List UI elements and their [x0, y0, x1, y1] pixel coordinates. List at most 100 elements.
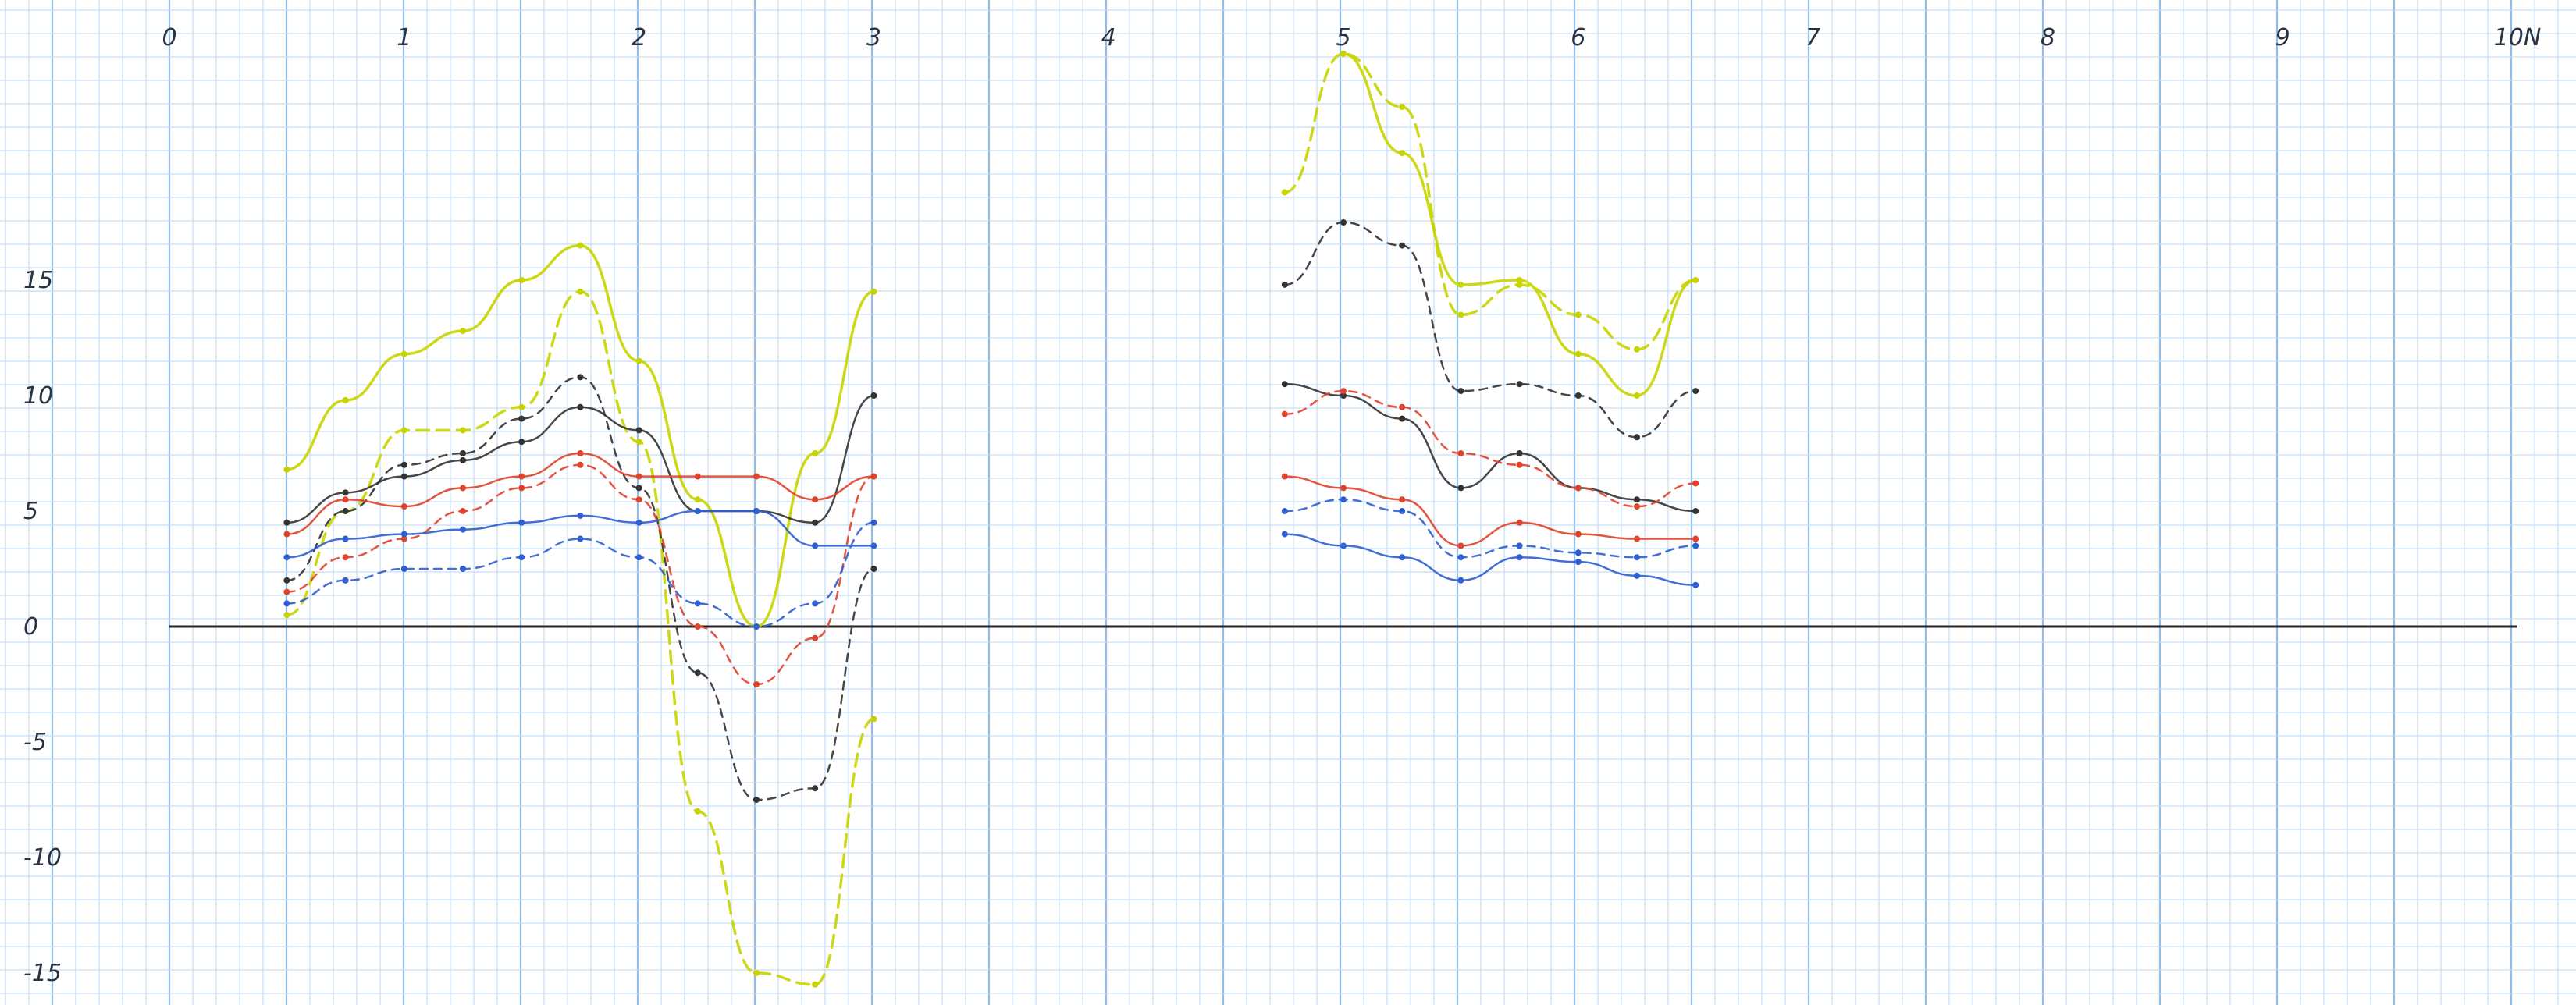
- data-point: [1340, 392, 1347, 399]
- data-point: [1457, 554, 1464, 561]
- data-point: [812, 634, 819, 641]
- data-point: [812, 785, 819, 792]
- data-point: [1457, 281, 1464, 288]
- data-point: [870, 519, 877, 526]
- data-point: [1516, 519, 1523, 526]
- data-point: [1692, 480, 1699, 487]
- data-point: [460, 485, 466, 492]
- data-point: [1692, 581, 1699, 588]
- data-point: [1574, 559, 1582, 566]
- data-point: [635, 519, 642, 526]
- data-point: [812, 450, 819, 456]
- y-tick-labels: 15 10 5 0 -5 -10 -15: [23, 267, 62, 987]
- data-point: [812, 496, 819, 503]
- data-point: [1574, 392, 1582, 399]
- data-point: [1692, 535, 1699, 542]
- series-5-red-dashed: [283, 461, 877, 687]
- data-point: [753, 797, 760, 803]
- data-point: [342, 577, 349, 584]
- data-point: [342, 396, 349, 403]
- x-tick-labels: 0 1 2 3 4 5 6 7 8 9 10N: [162, 24, 2541, 51]
- series-line: [1283, 52, 1697, 351]
- data-point: [694, 508, 701, 514]
- data-point: [400, 503, 407, 510]
- data-point: [342, 535, 349, 542]
- data-point: [753, 623, 760, 630]
- data-point: [460, 508, 466, 514]
- data-point: [694, 669, 701, 677]
- data-point: [694, 496, 701, 503]
- data-point: [812, 519, 819, 526]
- series-line: [1283, 382, 1697, 513]
- series-9-yellow-dashed: [1281, 50, 1699, 353]
- data-point: [518, 554, 525, 561]
- data-point: [1634, 392, 1640, 399]
- data-point: [1634, 535, 1640, 542]
- y-tick-label: 0: [23, 613, 38, 641]
- data-point: [694, 473, 701, 480]
- data-point: [283, 588, 290, 595]
- data-point: [635, 496, 642, 503]
- data-point: [635, 439, 642, 446]
- data-point: [870, 392, 877, 399]
- data-point: [577, 461, 584, 468]
- series-11-black-dashed: [1281, 219, 1699, 441]
- data-point: [1340, 485, 1347, 492]
- data-point: [400, 531, 407, 538]
- series-15-blue-dashed: [1281, 496, 1699, 561]
- x-tick-label: 10N: [2494, 24, 2542, 51]
- data-point: [694, 623, 701, 630]
- y-tick-label: 15: [23, 267, 53, 294]
- series-14-blue-solid: [1281, 531, 1699, 588]
- data-point: [1399, 496, 1406, 503]
- data-point: [1457, 577, 1464, 584]
- data-point: [400, 461, 407, 468]
- data-point: [283, 612, 290, 619]
- data-point: [400, 566, 407, 572]
- data-point: [400, 535, 407, 542]
- data-point: [460, 328, 466, 335]
- data-point: [1516, 461, 1523, 468]
- data-point: [1399, 415, 1406, 422]
- data-point: [577, 288, 584, 295]
- series-line: [286, 394, 875, 524]
- series-12-red-solid: [1281, 473, 1699, 549]
- data-point: [1457, 388, 1464, 395]
- series-line: [1283, 389, 1697, 508]
- x-tick-label: 4: [1101, 24, 1116, 51]
- data-point: [283, 531, 290, 538]
- data-point: [400, 350, 407, 357]
- data-point: [870, 288, 877, 295]
- series-line: [286, 521, 875, 628]
- series-line: [285, 290, 876, 986]
- data-point: [283, 466, 290, 473]
- data-point: [400, 427, 407, 434]
- data-point: [635, 427, 642, 434]
- series-0-yellow-solid: [283, 242, 877, 630]
- x-tick-label: 3: [866, 24, 881, 51]
- data-point: [1574, 485, 1582, 492]
- data-point: [1692, 508, 1699, 514]
- data-point: [1399, 403, 1406, 410]
- data-point: [635, 485, 642, 492]
- data-point: [1574, 531, 1582, 538]
- data-point: [577, 374, 584, 381]
- data-point: [283, 577, 290, 584]
- data-point: [1399, 242, 1406, 249]
- data-point: [635, 473, 642, 480]
- data-point: [812, 981, 819, 988]
- data-point: [753, 681, 760, 687]
- data-point: [518, 277, 525, 283]
- data-point: [518, 415, 525, 422]
- data-point: [1399, 554, 1406, 561]
- series-line: [1283, 533, 1697, 586]
- data-point: [460, 526, 466, 533]
- data-point: [1574, 350, 1582, 357]
- y-tick-label: 5: [23, 498, 38, 525]
- series-10-black-solid: [1281, 381, 1699, 514]
- data-point: [1457, 311, 1464, 318]
- data-point: [460, 450, 466, 456]
- data-point: [1457, 485, 1464, 492]
